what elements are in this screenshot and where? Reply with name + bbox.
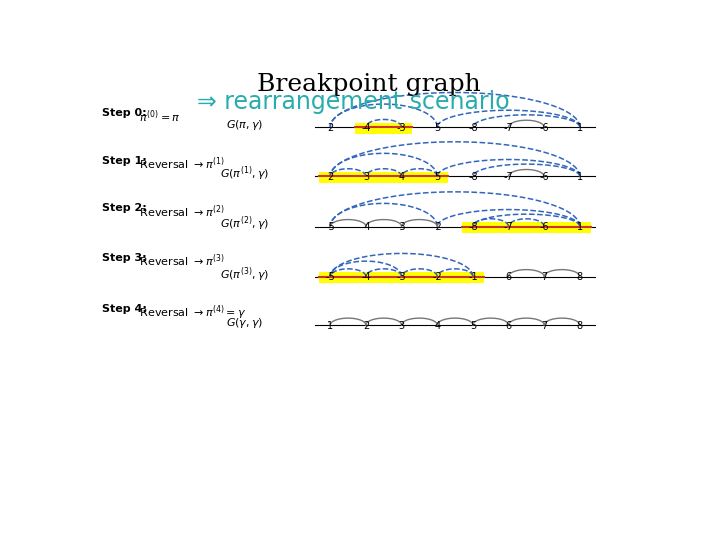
Text: 1: 1 bbox=[577, 123, 583, 133]
Text: 5: 5 bbox=[434, 172, 441, 182]
Text: -5: -5 bbox=[325, 272, 335, 282]
Text: Reversal $\rightarrow \pi^{(4)} = \gamma$: Reversal $\rightarrow \pi^{(4)} = \gamma… bbox=[137, 303, 247, 322]
Text: $G(\pi^{(2)}, \gamma)$: $G(\pi^{(2)}, \gamma)$ bbox=[220, 215, 269, 233]
Text: Step 2:: Step 2: bbox=[102, 204, 146, 213]
Text: -6: -6 bbox=[539, 123, 549, 133]
Text: 2: 2 bbox=[363, 321, 369, 331]
Bar bbox=[355, 123, 413, 134]
Text: $G(\pi^{(1)}, \gamma)$: $G(\pi^{(1)}, \gamma)$ bbox=[220, 165, 269, 184]
Text: -7: -7 bbox=[503, 222, 513, 232]
Text: -2: -2 bbox=[432, 272, 442, 282]
Text: Step 0:: Step 0: bbox=[102, 108, 146, 118]
Text: Reversal $\rightarrow \pi^{(1)}$: Reversal $\rightarrow \pi^{(1)}$ bbox=[137, 156, 225, 172]
Text: 1: 1 bbox=[577, 172, 583, 182]
Text: Step 1:: Step 1: bbox=[102, 156, 146, 166]
Text: -1: -1 bbox=[468, 272, 477, 282]
Text: Step 3:: Step 3: bbox=[102, 253, 146, 262]
Text: Step 4:: Step 4: bbox=[102, 303, 146, 314]
Text: $\pi^{(0)} = \pi$: $\pi^{(0)} = \pi$ bbox=[137, 108, 181, 125]
Text: -4: -4 bbox=[361, 272, 371, 282]
Text: -6: -6 bbox=[539, 172, 549, 182]
Text: $G(\pi^{(3)}, \gamma)$: $G(\pi^{(3)}, \gamma)$ bbox=[220, 265, 269, 284]
Text: 7: 7 bbox=[541, 321, 547, 331]
Text: -8: -8 bbox=[468, 123, 477, 133]
Text: $G(\gamma, \gamma)$: $G(\gamma, \gamma)$ bbox=[226, 316, 264, 330]
Text: -8: -8 bbox=[468, 222, 477, 232]
Text: -4: -4 bbox=[361, 222, 371, 232]
Text: Breakpoint graph: Breakpoint graph bbox=[257, 72, 481, 96]
Text: -6: -6 bbox=[539, 222, 549, 232]
Text: 2: 2 bbox=[327, 123, 333, 133]
Text: -5: -5 bbox=[325, 222, 335, 232]
Text: ⇒ rearrangement scenario: ⇒ rearrangement scenario bbox=[197, 90, 510, 114]
Text: 8: 8 bbox=[577, 272, 583, 282]
Bar bbox=[320, 172, 448, 184]
Text: -3: -3 bbox=[397, 222, 406, 232]
Text: 2: 2 bbox=[327, 172, 333, 182]
Text: 7: 7 bbox=[541, 272, 547, 282]
Bar bbox=[462, 222, 590, 233]
Text: 4: 4 bbox=[434, 321, 440, 331]
Text: -7: -7 bbox=[503, 123, 513, 133]
Text: 4: 4 bbox=[398, 172, 405, 182]
Text: $G(\pi, \gamma)$: $G(\pi, \gamma)$ bbox=[226, 118, 264, 132]
Text: -7: -7 bbox=[503, 172, 513, 182]
Bar bbox=[320, 272, 484, 284]
Text: -8: -8 bbox=[468, 172, 477, 182]
Text: 6: 6 bbox=[505, 272, 512, 282]
Text: 5: 5 bbox=[469, 321, 476, 331]
Text: -3: -3 bbox=[397, 123, 406, 133]
Text: -2: -2 bbox=[432, 222, 442, 232]
Text: 5: 5 bbox=[434, 123, 441, 133]
Text: 3: 3 bbox=[398, 321, 405, 331]
Text: -4: -4 bbox=[361, 123, 371, 133]
Text: 1: 1 bbox=[577, 222, 583, 232]
Text: -3: -3 bbox=[397, 272, 406, 282]
Text: Reversal $\rightarrow \pi^{(2)}$: Reversal $\rightarrow \pi^{(2)}$ bbox=[137, 204, 225, 220]
Text: 3: 3 bbox=[363, 172, 369, 182]
Text: Reversal $\rightarrow \pi^{(3)}$: Reversal $\rightarrow \pi^{(3)}$ bbox=[137, 253, 225, 269]
Text: 1: 1 bbox=[327, 321, 333, 331]
Text: 8: 8 bbox=[577, 321, 583, 331]
Text: 6: 6 bbox=[505, 321, 512, 331]
